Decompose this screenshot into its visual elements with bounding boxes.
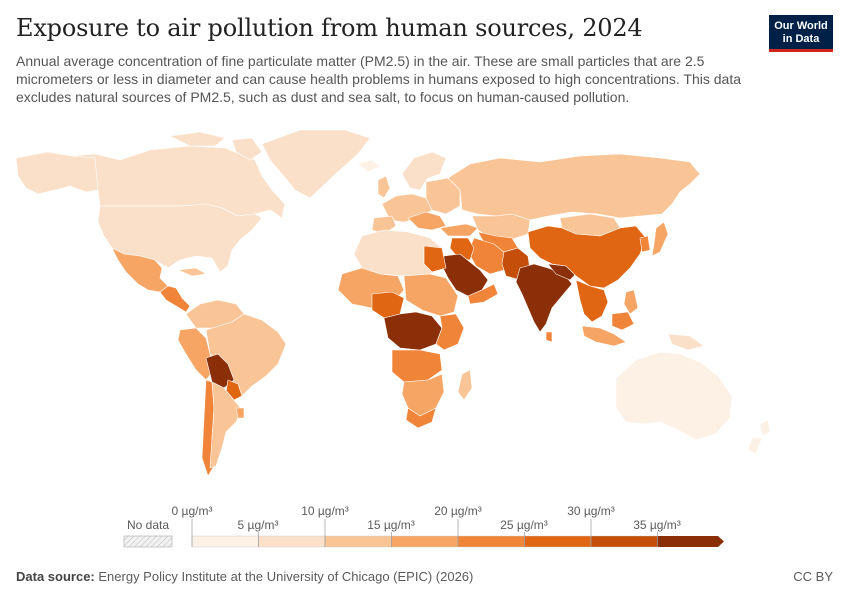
legend-bin-4 — [457, 535, 525, 548]
legend-label-25: 25 µg/m³ — [500, 518, 548, 532]
region-uruguay[interactable] — [235, 407, 245, 419]
legend-bin-6 — [590, 535, 658, 548]
legend-color-bins — [191, 535, 724, 548]
license-link[interactable]: CC BY — [793, 569, 833, 584]
region-madagascar[interactable] — [457, 369, 473, 401]
region-iberia[interactable] — [371, 215, 397, 235]
region-scandinavia[interactable] — [401, 151, 447, 191]
data-source-label: Data source: — [16, 569, 95, 584]
region-sudan-ethiopia[interactable] — [403, 273, 459, 317]
data-source: Data source: Energy Policy Institute at … — [16, 569, 473, 584]
region-arctic-islands[interactable] — [169, 131, 226, 147]
region-argentina[interactable] — [209, 381, 243, 469]
logo-line-2: in Data — [782, 33, 820, 45]
region-sri-lanka[interactable] — [545, 331, 553, 343]
region-japan[interactable] — [651, 221, 669, 257]
region-central-africa[interactable] — [383, 311, 443, 351]
data-source-text[interactable]: Energy Policy Institute at the Universit… — [98, 569, 474, 584]
world-map[interactable] — [0, 118, 850, 498]
owid-logo[interactable]: Our World in Data — [769, 15, 833, 52]
region-egypt[interactable] — [423, 245, 447, 273]
region-southeast-asia[interactable] — [575, 279, 609, 323]
region-australia[interactable] — [615, 351, 733, 441]
region-greenland[interactable] — [261, 129, 371, 199]
region-uk[interactable] — [377, 175, 391, 199]
legend-bin-7 — [657, 536, 724, 547]
legend-ticks — [191, 519, 658, 547]
legend-label-20: 20 µg/m³ — [434, 504, 482, 518]
region-baffin[interactable] — [231, 137, 263, 161]
legend-bin-2 — [324, 535, 392, 548]
region-alaska[interactable] — [15, 151, 99, 195]
region-india[interactable] — [515, 263, 573, 333]
map-legend: No data 0 µg/m³ 10 µg/m³ 20 µg/m³ 30 µg/… — [123, 504, 724, 548]
region-yemen-oman[interactable] — [467, 283, 499, 305]
chart-title: Exposure to air pollution from human sou… — [16, 14, 643, 42]
region-russia[interactable] — [447, 153, 701, 221]
region-china[interactable] — [527, 225, 647, 289]
region-cuba[interactable] — [177, 267, 207, 277]
legend-bin-5 — [524, 535, 592, 548]
region-turkey[interactable] — [439, 223, 479, 237]
legend-bin-3 — [391, 535, 459, 548]
region-png[interactable] — [667, 333, 705, 351]
region-borneo[interactable] — [611, 311, 635, 331]
legend-bin-0 — [191, 535, 259, 548]
legend-label-5: 5 µg/m³ — [238, 518, 279, 532]
region-iceland[interactable] — [357, 159, 381, 173]
legend-label-30: 30 µg/m³ — [567, 504, 615, 518]
region-new-zealand[interactable] — [759, 419, 771, 437]
region-central-america[interactable] — [159, 285, 191, 313]
legend-no-data-label: No data — [127, 518, 169, 532]
legend-label-15: 15 µg/m³ — [367, 518, 415, 532]
legend-bin-1 — [258, 535, 326, 548]
legend-label-10: 10 µg/m³ — [301, 504, 349, 518]
region-new-zealand-south[interactable] — [747, 437, 763, 455]
region-philippines[interactable] — [623, 289, 639, 315]
logo-line-1: Our World — [774, 20, 828, 32]
region-angola-zambia[interactable] — [391, 349, 443, 383]
legend-no-data-swatch — [123, 535, 173, 548]
chart-subtitle: Annual average concentration of fine par… — [16, 53, 742, 105]
legend-label-0: 0 µg/m³ — [172, 504, 213, 518]
region-indonesia[interactable] — [581, 325, 627, 347]
region-korea[interactable] — [639, 235, 651, 253]
region-south-africa[interactable] — [405, 407, 437, 429]
region-east-africa[interactable] — [435, 313, 465, 351]
legend-label-35: 35 µg/m³ — [633, 518, 681, 532]
region-balkans[interactable] — [407, 211, 447, 231]
